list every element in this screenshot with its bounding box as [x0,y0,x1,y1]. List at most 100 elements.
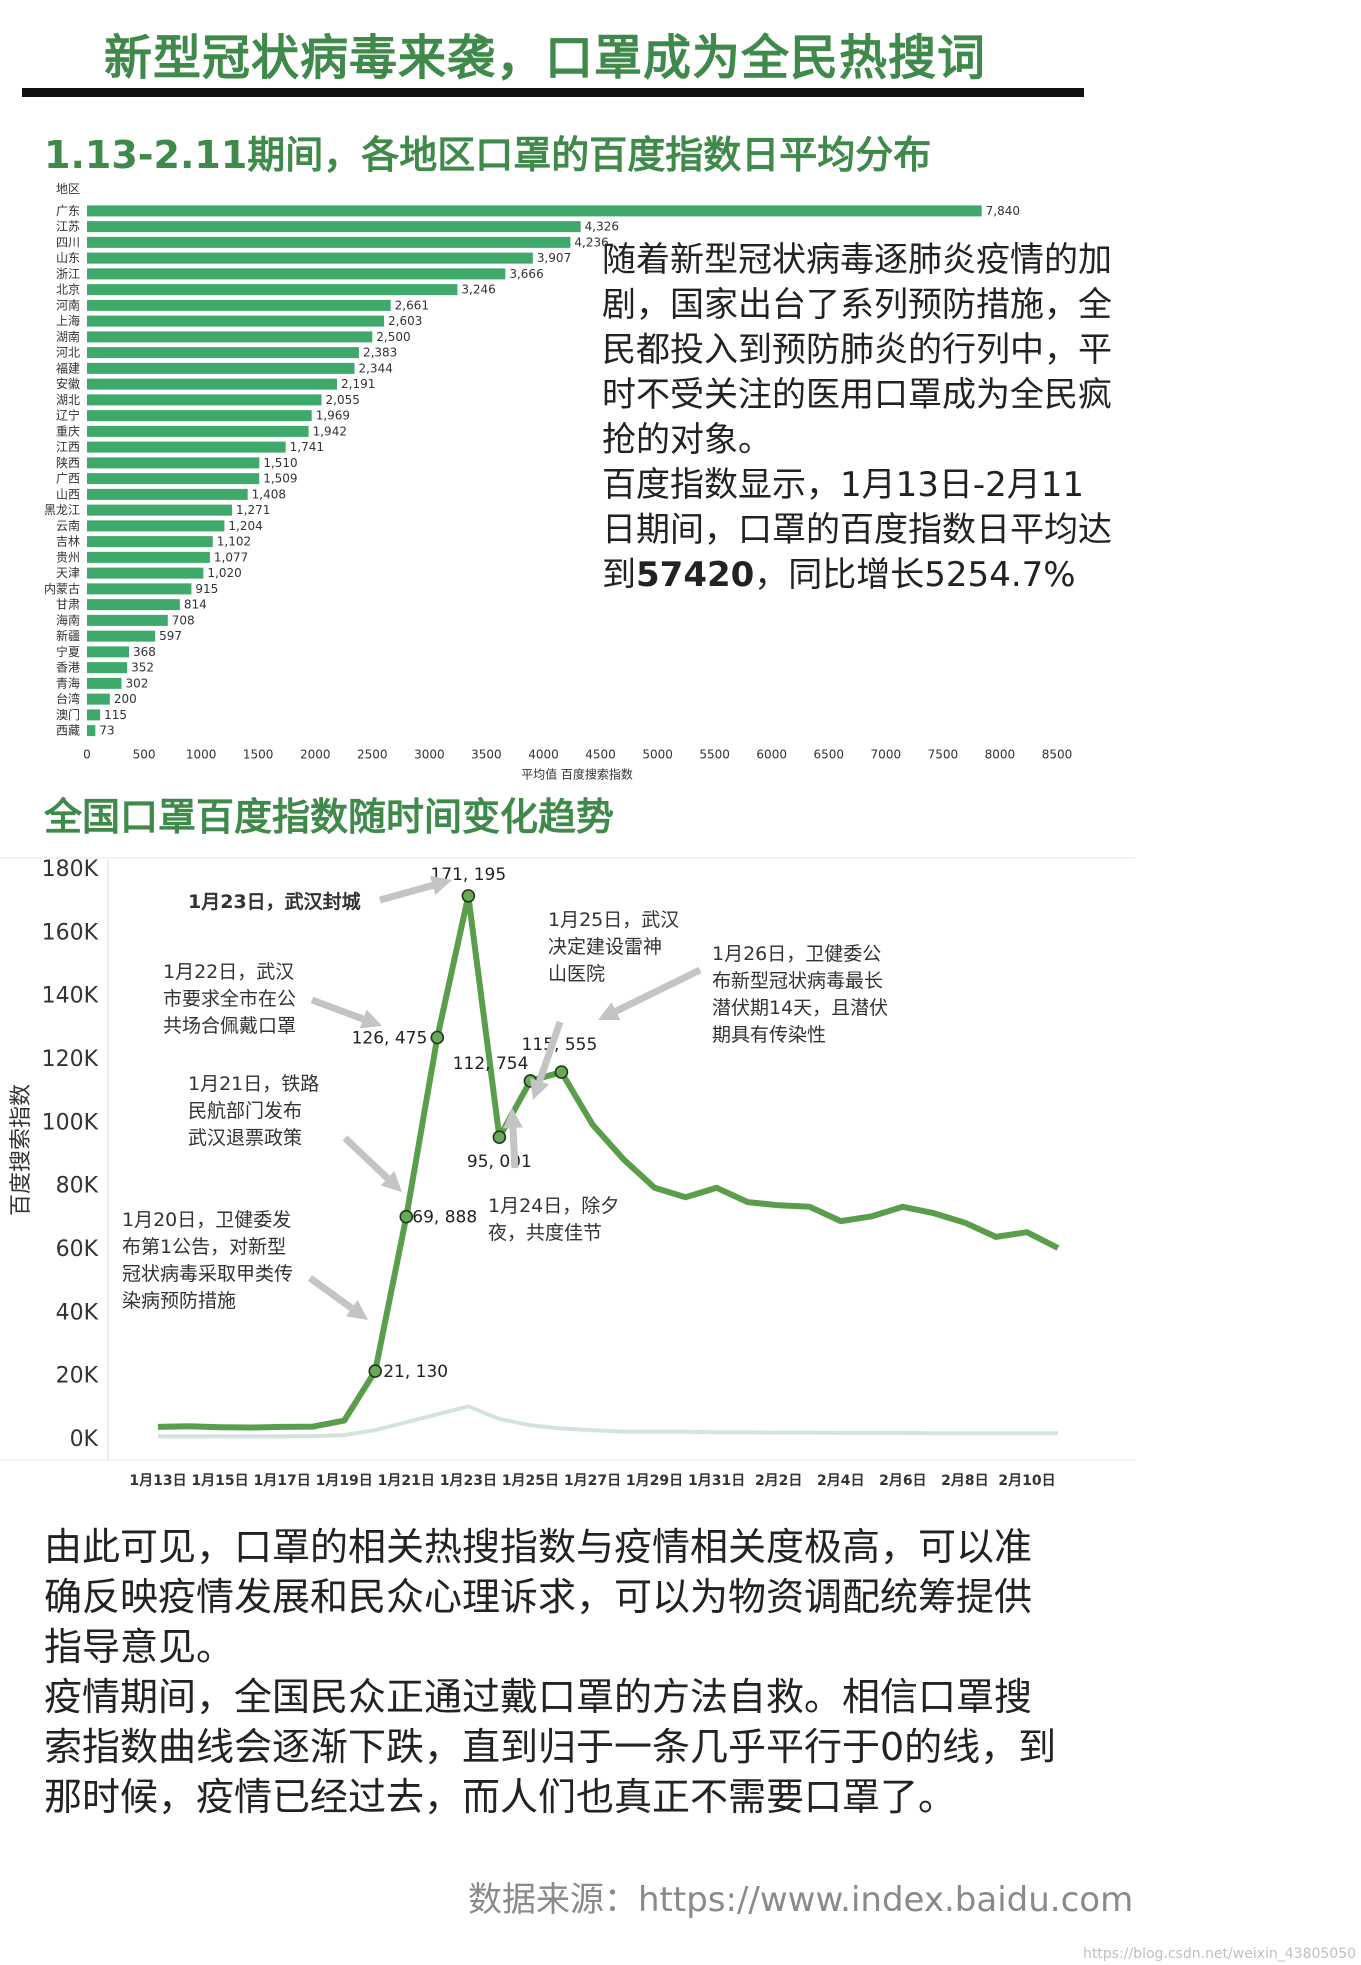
x-tick-label: 1月25日 [502,1473,559,1489]
bar-value-label: 368 [133,645,156,659]
bar-category-label: 安徽 [56,376,80,391]
bar-value-label: 115 [104,708,127,722]
description-paragraph-2: 百度指数显示，1月13日-2月11日期间，口罩的百度指数日平均达到 [602,465,1112,595]
bar [87,725,96,737]
y-tick-label: 0K [70,1427,99,1452]
bar [87,536,213,548]
bar-category-label: 四川 [56,235,80,249]
bar-category-header: 地区 [56,182,80,196]
bar [87,457,260,469]
bar-value-label: 1,204 [228,519,262,533]
bar [87,677,122,689]
event-annotation-text: 1月20日，卫健委发 [122,1209,291,1231]
bar-category-label: 内蒙古 [44,581,80,596]
bar-category-label: 河南 [56,297,80,312]
bar-value-label: 1,969 [316,409,350,423]
data-point-marker [492,1130,507,1144]
bar-value-label: 3,246 [461,283,495,297]
y-axis-title: 百度搜索指数 [9,1084,34,1216]
annotation-arrowhead [503,1108,523,1129]
bar-category-label: 河北 [56,346,80,360]
bar-x-axis-title: 平均值 百度搜索指数 [521,767,633,781]
bar-value-label: 1,942 [313,424,347,438]
bar-category-label: 西藏 [56,724,80,738]
bar-category-label: 海南 [56,612,80,627]
bar-value-label: 3,907 [537,251,571,265]
bar-value-label: 2,603 [388,314,422,328]
bar [87,441,286,453]
bar-value-label: 302 [125,676,148,690]
bar-value-label: 2,344 [358,361,392,375]
bar-value-label: 1,741 [290,440,324,454]
bar-category-label: 福建 [56,360,80,375]
y-tick-label: 140K [42,984,99,1009]
bar-value-label: 1,102 [217,535,251,549]
data-point-label: 21, 130 [383,1362,448,1382]
bar [87,520,225,532]
bar-chart-description: 随着新型冠状病毒逐肺炎疫情的加剧，国家出台了系列预防措施，全民都投入到预防肺炎的… [602,238,1112,598]
bar-value-label: 3,666 [509,267,543,281]
y-tick-label: 120K [42,1047,99,1072]
annotation-arrowhead [598,1002,621,1021]
annotation-arrow [509,1127,519,1169]
annotation-arrowhead [359,1009,382,1029]
bar [87,252,533,264]
bar [87,205,982,217]
bar [87,347,359,359]
description-paragraph-1: 随着新型冠状病毒逐肺炎疫情的加剧，国家出台了系列预防措施，全民都投入到预防肺炎的… [602,240,1112,460]
bar-x-tick-label: 3500 [471,748,502,762]
x-tick-label: 1月31日 [688,1473,745,1489]
bar-category-label: 云南 [56,518,80,533]
event-annotation-text: 潜伏期14天，且潜伏 [712,997,888,1019]
bar-category-label: 黑龙江 [44,503,80,517]
bar [87,394,322,406]
bar-value-label: 915 [195,582,218,596]
x-tick-label: 1月21日 [378,1473,435,1489]
bar-category-label: 青海 [56,675,80,690]
x-tick-label: 2月2日 [755,1473,802,1489]
bar [87,268,506,280]
bar-value-label: 708 [172,613,195,627]
y-tick-label: 20K [56,1364,99,1389]
bar-category-label: 浙江 [56,267,80,281]
bar-category-label: 台湾 [56,691,80,706]
bar [87,551,210,563]
bar-value-label: 4,326 [585,220,619,234]
event-annotation-text: 染病预防措施 [122,1290,236,1312]
bar [87,630,156,642]
bar-value-label: 2,055 [326,393,360,407]
bar-x-tick-label: 2000 [300,748,331,762]
bar [87,646,129,658]
event-annotation-text: 民航部门发布 [188,1100,302,1122]
bar-category-label: 湖北 [56,392,80,407]
event-annotation-text: 1月21日，铁路 [188,1073,319,1095]
data-point-marker [368,1364,383,1378]
bar-category-label: 贵州 [56,550,80,564]
bar-category-label: 吉林 [56,535,80,549]
x-tick-label: 2月8日 [941,1473,988,1489]
data-point-marker [554,1065,569,1079]
annotation-arrow [342,1135,390,1181]
line-chart: 0K 20K 40K 60K 80K 100K 120K 140K 160K 180K 百度搜索指数… [0,857,1135,1489]
data-point-label: 112, 754 [453,1054,529,1074]
bar-x-tick-label: 5500 [699,748,730,762]
bar-value-label: 2,661 [395,298,429,312]
bar [87,378,338,390]
annotation-arrow [379,881,434,904]
y-tick-label: 100K [42,1110,99,1135]
data-point-marker [399,1209,414,1224]
bar-value-label: 4,236 [574,235,608,249]
event-annotation-text: 1月23日，武汉封城 [188,890,361,913]
bar-value-label: 814 [184,598,207,612]
bar-category-label: 广西 [56,472,80,486]
annotation-arrow [310,996,365,1023]
data-point-marker [461,889,476,903]
bar [87,221,581,233]
bar-category-label: 山东 [56,251,80,265]
bar-value-label: 597 [159,629,182,643]
bar-category-label: 新疆 [56,628,80,643]
bar-value-label: 352 [131,661,154,675]
bar-x-tick-label: 3000 [414,748,445,762]
event-annotation-text: 1月24日，除夕 [488,1195,619,1217]
